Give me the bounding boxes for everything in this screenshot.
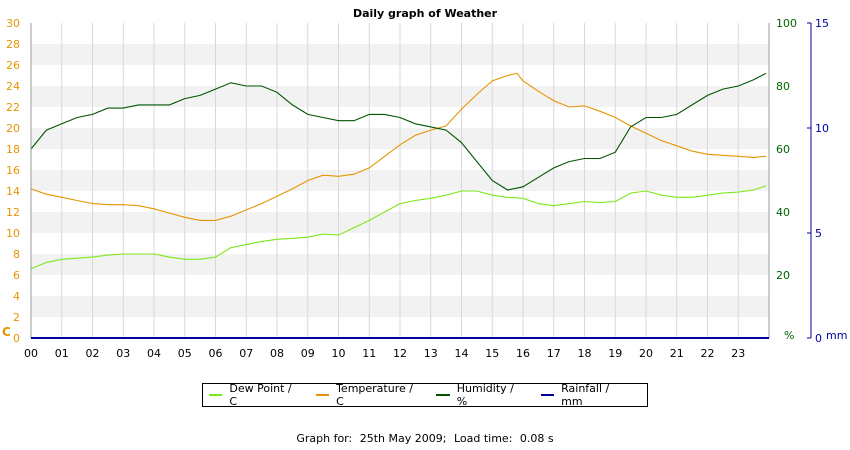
vertical-gridlines — [30, 23, 770, 338]
x-tick-label: 04 — [147, 347, 161, 360]
x-tick-label: 06 — [209, 347, 223, 360]
rainfall-axis: 0 5 10 15 mm — [807, 17, 847, 345]
rainfall-tick-label: 5 — [815, 227, 822, 240]
humidity-tick-label: 100 — [776, 17, 797, 30]
x-tick-label: 14 — [455, 347, 469, 360]
humidity-tick-label: 80 — [776, 80, 790, 93]
footer-label: Graph for: — [296, 432, 353, 445]
x-tick-label: 21 — [670, 347, 684, 360]
legend-label-dew-point: Dew Point / C — [229, 382, 292, 408]
temperature-tick-label: 16 — [6, 164, 20, 177]
temperature-tick-label: 28 — [6, 38, 20, 51]
series-line-dew — [30, 185, 767, 270]
rainfall-unit-label: mm — [826, 329, 847, 342]
x-tick-label: 13 — [424, 347, 438, 360]
footer-load-value: 0.08 s — [519, 432, 554, 445]
series-line-temperature — [30, 72, 766, 221]
temperature-tick-label: 14 — [6, 185, 20, 198]
legend-swatch-rainfall — [540, 394, 555, 396]
legend-swatch-temperature — [315, 394, 330, 396]
temperature-tick-label: 24 — [6, 80, 20, 93]
legend-swatch-humidity — [436, 394, 450, 396]
x-tick-label: 02 — [86, 347, 100, 360]
rainfall-tick-label: 10 — [815, 122, 829, 135]
x-tick-label: 19 — [608, 347, 622, 360]
temperature-tick-label: 30 — [6, 17, 20, 30]
x-tick-label: 07 — [239, 347, 253, 360]
x-tick-label: 17 — [547, 347, 561, 360]
x-tick-label: 00 — [24, 347, 38, 360]
temperature-tick-label: 26 — [6, 59, 20, 72]
footer-load-label: Load time: — [453, 432, 513, 445]
temperature-tick-label: 20 — [6, 122, 20, 135]
legend-item-rainfall: Rainfall / mm — [540, 382, 631, 408]
temperature-tick-label: 6 — [13, 269, 20, 282]
temperature-tick-label: 12 — [6, 206, 20, 219]
legend: Dew Point / C Temperature / C Humidity /… — [202, 382, 648, 408]
temperature-tick-label: 0 — [13, 332, 20, 345]
humidity-tick-label: 40 — [776, 206, 790, 219]
temperature-tick-label: 4 — [13, 290, 20, 303]
x-tick-label: 03 — [116, 347, 130, 360]
legend-item-temperature: Temperature / C — [315, 382, 421, 408]
series-line-humidity — [30, 72, 767, 191]
legend-label-temperature: Temperature / C — [336, 382, 413, 408]
temperature-tick-label: 10 — [6, 227, 20, 240]
rainfall-tick-label: 15 — [815, 17, 829, 30]
x-tick-label: 16 — [516, 347, 530, 360]
footer-date: 25th May 2009; — [359, 432, 447, 445]
x-tick-label: 09 — [301, 347, 315, 360]
humidity-unit-label: % — [784, 329, 794, 342]
x-tick-label: 01 — [55, 347, 69, 360]
legend-item-humidity: Humidity / % — [436, 382, 524, 408]
legend-label-humidity: Humidity / % — [456, 382, 514, 408]
humidity-axis: 20 40 60 80 100% — [768, 17, 797, 342]
x-axis: 00 01 02 03 04 05 06 07 08 09 10 11 12 13 14 15 16 17 18 19… — [24, 337, 769, 360]
x-tick-label: 12 — [393, 347, 407, 360]
footer-status: Graph for: 25th May 2009; Load time: 0.0… — [0, 432, 850, 445]
x-tick-label: 05 — [178, 347, 192, 360]
x-tick-label: 11 — [362, 347, 376, 360]
legend-item-dew-point: Dew Point / C — [209, 382, 300, 408]
temperature-tick-label: 18 — [6, 143, 20, 156]
temperature-tick-label: 8 — [13, 248, 20, 261]
x-tick-label: 18 — [578, 347, 592, 360]
legend-label-rainfall: Rainfall / mm — [561, 382, 610, 408]
legend-swatch-dew-point — [209, 394, 223, 396]
humidity-tick-label: 60 — [776, 143, 790, 156]
temperature-unit-label: C — [2, 325, 11, 339]
x-tick-label: 20 — [639, 347, 653, 360]
x-tick-label: 22 — [701, 347, 715, 360]
chart-title: Daily graph of Weather — [353, 7, 498, 20]
x-tick-label: 10 — [332, 347, 346, 360]
temperature-tick-label: 2 — [13, 311, 20, 324]
rainfall-tick-label: 0 — [815, 332, 822, 345]
x-tick-label: 23 — [731, 347, 745, 360]
x-tick-label: 08 — [270, 347, 284, 360]
x-tick-label: 15 — [485, 347, 499, 360]
humidity-tick-label: 20 — [776, 269, 790, 282]
temperature-tick-label: 22 — [6, 101, 20, 114]
